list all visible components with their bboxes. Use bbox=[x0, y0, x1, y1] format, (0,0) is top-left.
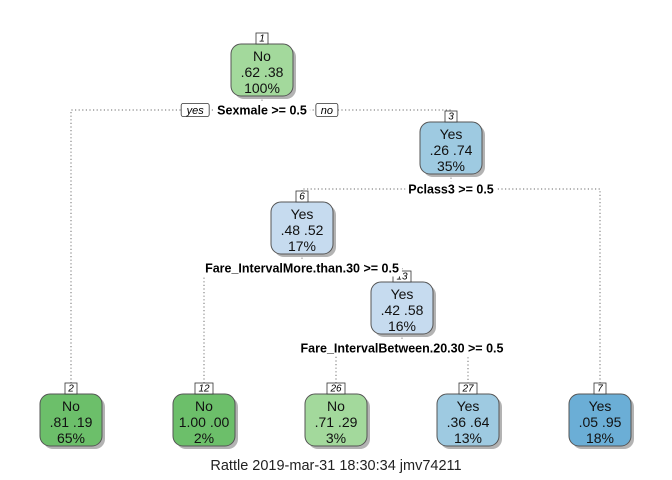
split-label-bg bbox=[214, 102, 310, 119]
node-percentage: 100% bbox=[244, 80, 280, 96]
node-id-label: 6 bbox=[299, 192, 305, 203]
node-class-label: Yes bbox=[457, 398, 480, 414]
node-percentage: 35% bbox=[437, 158, 465, 174]
connector-3 bbox=[301, 188, 601, 394]
node-percentage: 16% bbox=[388, 318, 416, 334]
node-class-label: Yes bbox=[589, 398, 612, 414]
node-probabilities: .62 .38 bbox=[241, 64, 284, 80]
node-class-label: Yes bbox=[391, 286, 414, 302]
node-id-label: 27 bbox=[461, 384, 474, 395]
tree-split-labels: Sexmale >= 0.5 yes no Pclass3 >= 0.5 Fare_In… bbox=[180, 102, 507, 357]
node-class-label: No bbox=[195, 398, 213, 414]
node-probabilities: .81 .19 bbox=[50, 414, 93, 430]
node-id-label: 2 bbox=[67, 384, 74, 395]
node-id-tag bbox=[194, 382, 214, 395]
branch-tag-no bbox=[315, 103, 339, 117]
node-probabilities: .05 .95 bbox=[579, 414, 622, 430]
branch-tag-yes bbox=[180, 103, 210, 117]
node-id-label: 1 bbox=[259, 34, 265, 45]
node-class-label: No bbox=[253, 48, 271, 64]
node-class-label: Yes bbox=[291, 206, 314, 222]
branch-label-yes: yes bbox=[186, 105, 205, 117]
node-id-tag bbox=[326, 382, 346, 395]
node-id-label: 12 bbox=[198, 384, 210, 395]
node-class-label: No bbox=[327, 398, 345, 414]
node-probabilities: .36 .64 bbox=[447, 414, 490, 430]
node-probabilities: .42 .58 bbox=[381, 302, 424, 318]
node-id-tag bbox=[255, 32, 269, 45]
node-id-tag bbox=[593, 382, 607, 395]
node-percentage: 17% bbox=[288, 238, 316, 254]
node-probabilities: .26 .74 bbox=[430, 142, 473, 158]
node-id-label: 26 bbox=[329, 384, 342, 395]
node-percentage: 13% bbox=[454, 430, 482, 446]
node-probabilities: .48 .52 bbox=[281, 222, 324, 238]
node-class-label: Yes bbox=[440, 126, 463, 142]
node-probabilities: 1.00 .00 bbox=[179, 414, 230, 430]
node-class-label: No bbox=[62, 398, 80, 414]
node-id-tag bbox=[64, 382, 78, 395]
node-id-label: 7 bbox=[597, 384, 603, 395]
node-id-label: 13 bbox=[396, 272, 408, 283]
split-label-bg bbox=[405, 181, 497, 198]
node-percentage: 18% bbox=[586, 430, 614, 446]
node-percentage: 3% bbox=[326, 430, 346, 446]
split-label-3: Pclass3 >= 0.5 bbox=[408, 183, 494, 197]
node-id-tag bbox=[444, 110, 458, 123]
node-percentage: 2% bbox=[194, 430, 214, 446]
node-id-tag bbox=[295, 190, 309, 203]
node-probabilities: .71 .29 bbox=[315, 414, 358, 430]
split-label-bg bbox=[202, 260, 402, 277]
split-label-1: Sexmale >= 0.5 bbox=[217, 104, 307, 118]
branch-label-no: no bbox=[321, 105, 333, 117]
node-percentage: 65% bbox=[57, 430, 85, 446]
split-label-13: Fare_IntervalBetween.20.30 >= 0.5 bbox=[301, 342, 504, 356]
rattle-caption: Rattle 2019-mar-31 18:30:34 jmv74211 bbox=[210, 458, 462, 474]
node-id-tag bbox=[458, 382, 478, 395]
split-label-6: Fare_IntervalMore.than.30 >= 0.5 bbox=[205, 262, 399, 276]
split-label-bg bbox=[297, 340, 507, 357]
node-26: No.71 .293% 26 bbox=[304, 382, 370, 449]
node-id-label: 3 bbox=[448, 112, 454, 123]
node-12: No1.00 .002% 12 bbox=[172, 382, 238, 449]
